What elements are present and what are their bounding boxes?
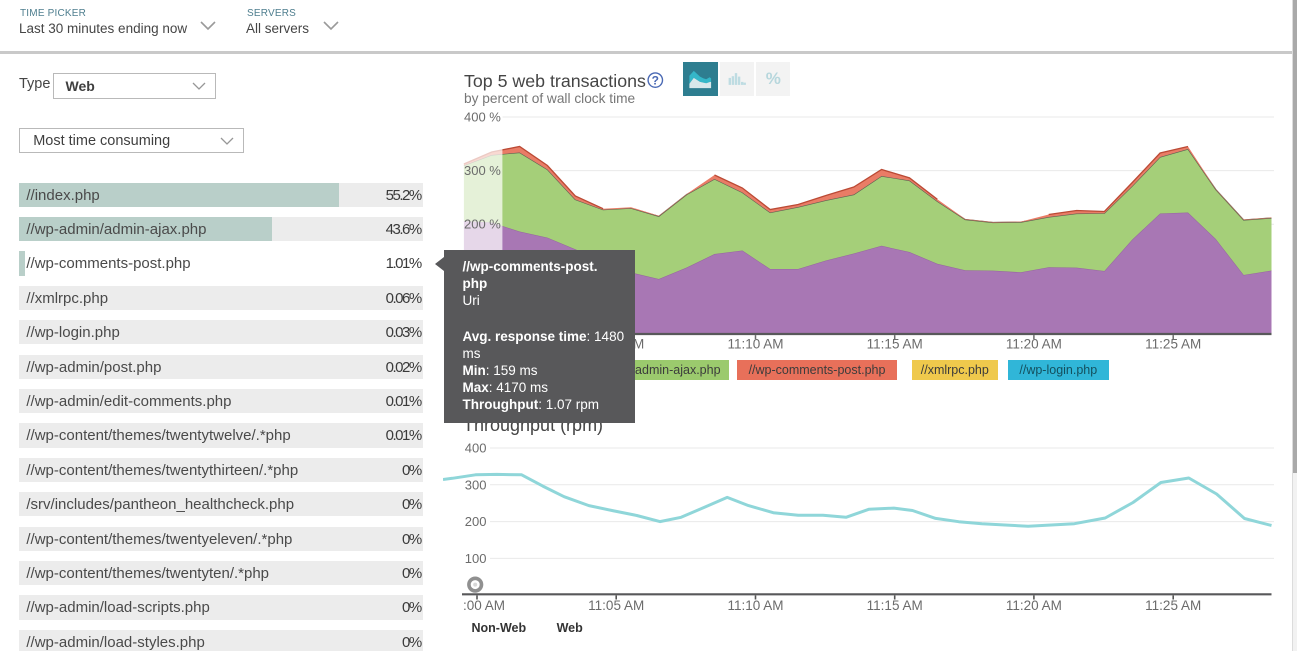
svg-text:11:25 AM: 11:25 AM bbox=[1145, 336, 1201, 351]
svg-text:11:00 AM: 11:00 AM bbox=[449, 598, 505, 613]
svg-text:11:20 AM: 11:20 AM bbox=[1006, 598, 1062, 613]
svg-text:11:10 AM: 11:10 AM bbox=[727, 336, 783, 351]
svg-text:11:20 AM: 11:20 AM bbox=[1006, 336, 1062, 351]
svg-text:100: 100 bbox=[465, 551, 487, 566]
svg-text:11:15 AM: 11:15 AM bbox=[867, 336, 923, 351]
svg-text:400 %: 400 % bbox=[464, 110, 501, 125]
svg-text:11:05 AM: 11:05 AM bbox=[588, 598, 644, 613]
svg-text:200: 200 bbox=[465, 514, 487, 529]
svg-text:400: 400 bbox=[465, 441, 487, 456]
svg-text:11:15 AM: 11:15 AM bbox=[867, 598, 923, 613]
svg-text:?: ? bbox=[651, 73, 658, 87]
svg-text:300: 300 bbox=[465, 477, 487, 492]
svg-text:11:25 AM: 11:25 AM bbox=[1145, 598, 1201, 613]
svg-text:200 %: 200 % bbox=[464, 217, 501, 232]
svg-text:11:10 AM: 11:10 AM bbox=[727, 598, 783, 613]
svg-text:300 %: 300 % bbox=[464, 163, 501, 178]
